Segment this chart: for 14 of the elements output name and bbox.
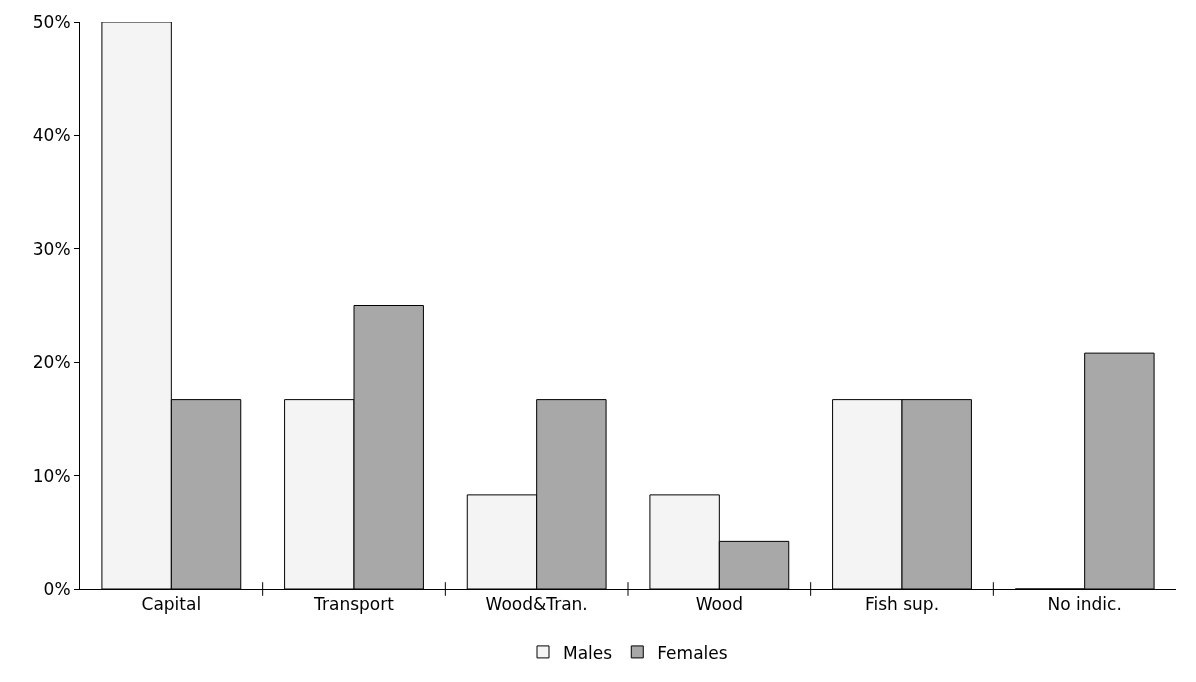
- x-tick-label: Capital: [141, 594, 202, 615]
- x-tick-label: Wood: [695, 594, 744, 615]
- y-tick-label: 0%: [43, 578, 71, 599]
- legend-label: Males: [563, 642, 613, 663]
- y-tick-label: 40%: [32, 125, 71, 146]
- x-tick-label: Transport: [313, 594, 395, 615]
- y-tick-label: 50%: [32, 11, 71, 32]
- y-tick-label: 30%: [32, 238, 71, 259]
- x-tick-label: Wood&Tran.: [485, 594, 588, 615]
- y-tick-label: 20%: [32, 352, 71, 373]
- x-tick-label: Fish sup.: [864, 594, 940, 615]
- legend-label: Females: [657, 642, 728, 663]
- y-tick-label: 10%: [32, 465, 71, 486]
- x-tick-label: No indic.: [1047, 594, 1122, 615]
